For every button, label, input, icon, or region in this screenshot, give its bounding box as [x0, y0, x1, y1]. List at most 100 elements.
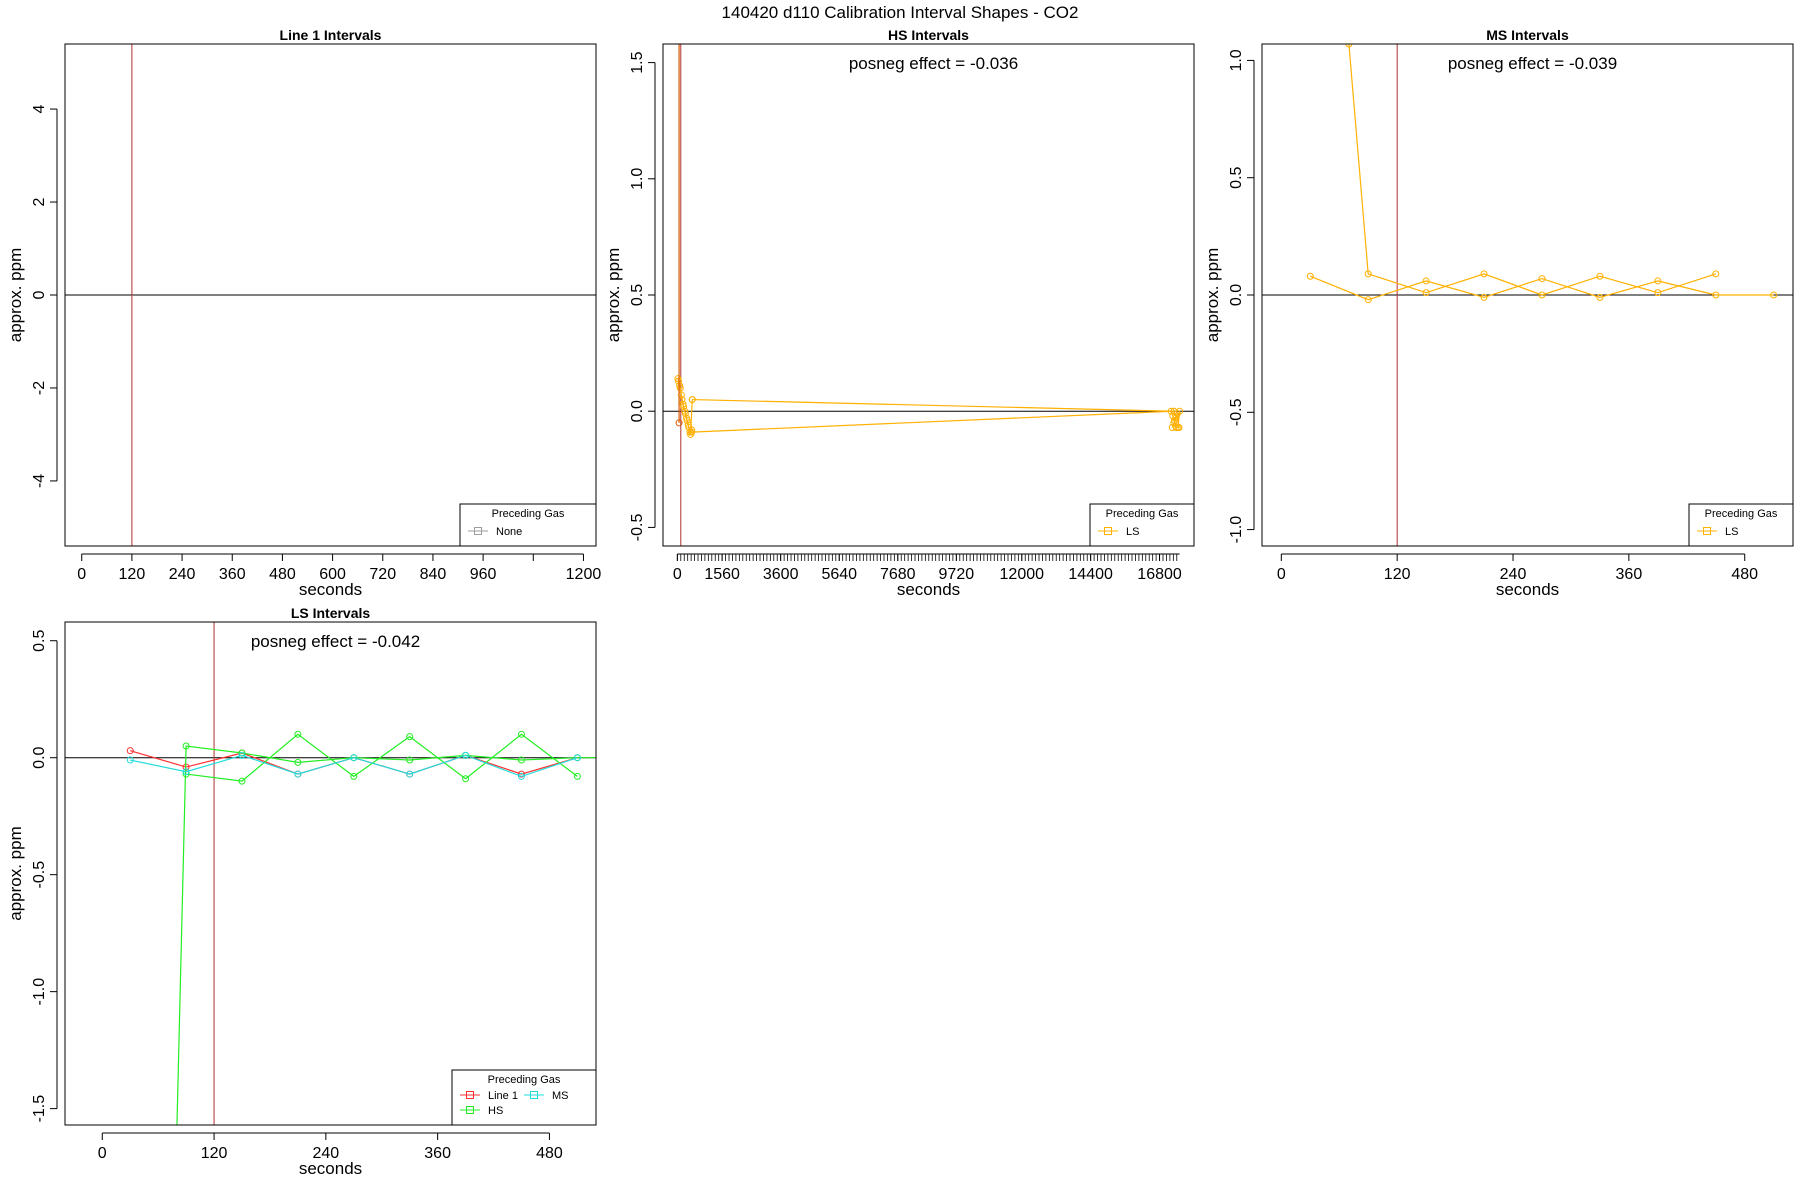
series-line	[130, 750, 578, 775]
y-tick-label: 1.0	[1228, 49, 1245, 71]
y-tick-label: 1.5	[629, 51, 646, 73]
y-axis-label: approx. ppm	[6, 248, 25, 343]
legend-title: Preceding Gas	[492, 508, 565, 520]
x-tick-label: 0	[1277, 566, 1286, 583]
data-point	[681, 410, 689, 418]
legend-entry-label: None	[496, 526, 522, 538]
plot-frame	[1261, 43, 1794, 547]
y-tick-label: -0.5	[31, 861, 48, 889]
x-tick-label: 16800	[1137, 566, 1182, 583]
data-point	[1654, 289, 1662, 297]
legend-box	[1688, 503, 1794, 547]
plot-area	[1262, 44, 1793, 546]
panel-title: LS Intervals	[291, 605, 371, 621]
legend: Preceding Gas LS	[1688, 503, 1794, 547]
data-point	[1168, 423, 1176, 431]
y-tick-label: 0.0	[1228, 284, 1245, 306]
plot-frame	[64, 43, 597, 547]
plot-area	[65, 622, 596, 1125]
x-axis-label: seconds	[299, 580, 362, 599]
data-point	[1596, 272, 1604, 280]
x-tick-label: 240	[1500, 566, 1527, 583]
x-tick-label: 0	[77, 566, 86, 583]
data-point	[675, 419, 683, 427]
legend-entry-label: LS	[1126, 526, 1139, 538]
series-line	[176, 745, 596, 1125]
data-point	[406, 756, 414, 764]
data-point	[688, 396, 696, 404]
data-point	[238, 777, 246, 785]
legend-swatch-marker	[474, 527, 482, 535]
y-tick-label: 0	[31, 290, 48, 299]
data-point	[676, 384, 684, 392]
data-point	[182, 742, 190, 750]
panel-2: HS Intervals 0 1560 3600 5640 7680 9720 12000 14…	[604, 27, 1195, 599]
data-point	[1167, 407, 1175, 415]
x-tick-label: 720	[369, 566, 396, 583]
data-point	[182, 770, 190, 778]
x-tick-label: 7680	[880, 566, 916, 583]
series-line	[692, 398, 1174, 412]
data-point	[350, 754, 358, 762]
x-tick-label: 240	[312, 1145, 339, 1162]
y-tick-label: 0.5	[629, 284, 646, 306]
x-tick-label: 480	[536, 1145, 563, 1162]
y-tick-label: -0.5	[629, 514, 646, 542]
series-line	[130, 754, 578, 778]
x-axis-label: seconds	[299, 1159, 362, 1178]
posneg-annotation: posneg effect = -0.036	[849, 54, 1018, 73]
data-point	[1175, 423, 1183, 431]
data-point	[406, 733, 414, 741]
series-line	[186, 733, 578, 782]
x-tick-label: 120	[119, 566, 146, 583]
panel-title: Line 1 Intervals	[280, 27, 382, 43]
data-point	[1364, 270, 1372, 278]
y-tick-label: 2	[31, 197, 48, 206]
data-point	[1422, 277, 1430, 285]
x-tick-label: 480	[269, 566, 296, 583]
y-tick-label: 0.0	[629, 400, 646, 422]
y-tick-label: -0.5	[1228, 398, 1245, 426]
x-tick-label: 360	[219, 566, 246, 583]
data-point	[1172, 414, 1180, 422]
legend-swatch-marker	[1703, 527, 1711, 535]
x-tick-label: 360	[1616, 566, 1643, 583]
legend-entry-label: Line 1	[488, 1090, 518, 1102]
data-point	[182, 768, 190, 776]
x-tick-label: 5640	[821, 566, 857, 583]
data-point	[1480, 293, 1488, 301]
series-line	[691, 410, 1174, 433]
legend-title: Preceding Gas	[488, 1074, 561, 1086]
data-point	[1173, 410, 1181, 418]
y-axis-label: approx. ppm	[6, 826, 25, 921]
data-point	[1170, 419, 1178, 427]
x-tick-label: 360	[424, 1145, 451, 1162]
legend-title: Preceding Gas	[1106, 508, 1179, 520]
data-point	[1596, 293, 1604, 301]
data-point	[517, 756, 525, 764]
data-point	[1364, 296, 1372, 304]
data-point	[238, 749, 246, 757]
figure-title: 140420 d110 Calibration Interval Shapes …	[722, 3, 1079, 22]
legend-swatch-marker	[466, 1106, 474, 1114]
legend-box	[1089, 503, 1195, 547]
data-point	[1538, 291, 1546, 299]
x-tick-label: 840	[420, 566, 447, 583]
x-tick-label: 0	[98, 1145, 107, 1162]
legend: Preceding Gas LS	[1089, 503, 1195, 547]
data-point	[1712, 270, 1720, 278]
x-tick-label: 480	[1731, 566, 1758, 583]
x-tick-label: 14400	[1068, 566, 1113, 583]
data-point	[406, 770, 414, 778]
x-tick-label: 600	[319, 566, 346, 583]
series-line	[1310, 275, 1774, 301]
posneg-annotation: posneg effect = -0.042	[251, 632, 420, 651]
x-tick-label: 240	[169, 566, 196, 583]
y-tick-label: 0.5	[1228, 166, 1245, 188]
x-tick-label: 3600	[763, 566, 799, 583]
x-tick-label: 120	[1384, 566, 1411, 583]
series-line	[677, 380, 693, 435]
plot-frame	[662, 43, 1195, 547]
y-tick-label: -1.0	[31, 978, 48, 1006]
